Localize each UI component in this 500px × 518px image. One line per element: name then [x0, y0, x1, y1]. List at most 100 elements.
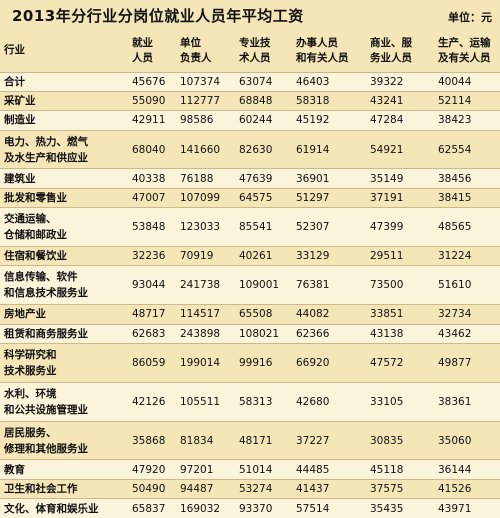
wage-value-cell: 40044: [438, 75, 472, 88]
industry-name-line: 文化、体育和娱乐业: [4, 502, 99, 515]
wage-value-cell: 44082: [296, 308, 330, 321]
wage-value-cell: 199014: [180, 356, 221, 369]
wage-value-cell: 50490: [132, 482, 166, 495]
wage-value-cell: 76188: [180, 172, 214, 185]
column-header-line: 负责人: [180, 51, 212, 64]
wage-value-cell: 37191: [370, 192, 404, 205]
wage-value-cell: 94487: [180, 482, 214, 495]
wage-value-cell: 38415: [438, 192, 472, 205]
table-row: 信息传输、软件 和信息技术服务业 93044 241738 109001 76381 735…: [0, 265, 500, 305]
column-header-line: 人员: [132, 51, 153, 64]
wage-value-cell: 109001: [239, 279, 280, 292]
wage-value-cell: 42911: [132, 114, 166, 127]
wage-value-cell: 62554: [438, 143, 472, 156]
wage-value-cell: 40338: [132, 172, 166, 185]
wage-value-cell: 31224: [438, 250, 472, 263]
wage-value-cell: 32734: [438, 308, 472, 321]
column-header-line: 生产、运输: [438, 36, 491, 49]
industry-name: 采矿业: [0, 91, 128, 110]
wage-value-cell: 68040: [132, 143, 166, 156]
wage-value-cell: 37227: [296, 434, 330, 447]
wage-value-cell: 42680: [296, 395, 330, 408]
wage-value-cell: 33129: [296, 250, 330, 263]
wage-value-cell: 37575: [370, 482, 404, 495]
column-header-line: 务业人员: [370, 51, 412, 64]
wage-value-cell: 169032: [180, 502, 221, 515]
wage-table-page: 2013年分行业分岗位就业人员年平均工资 单位：元 行业 就业 人员 单位 负责人 …: [0, 7, 500, 518]
industry-name-line: 住宿和餐饮业: [4, 250, 67, 263]
table-row: 教育 47920 97201 51014 44485 45118 36144: [0, 459, 500, 480]
wage-value-cell: 123033: [180, 221, 221, 234]
table-row: 卫生和社会工作 50490 94487 53274 41437 37575 41526: [0, 479, 500, 499]
table-row: 建筑业 40338 76188 47639 36901 35149 38456: [0, 168, 500, 189]
wage-value-cell: 81834: [180, 434, 214, 447]
wage-value-cell: 97201: [180, 463, 214, 476]
page-title: 2013年分行业分岗位就业人员年平均工资: [12, 7, 304, 25]
wage-value-cell: 52114: [438, 95, 472, 108]
table-row: 科学研究和 技术服务业 86059 199014 99916 66920 47572 4987…: [0, 343, 500, 383]
wage-value-cell: 108021: [239, 327, 280, 340]
column-header: 办事人员 和有关人员: [292, 30, 366, 72]
industry-name: 合计: [0, 72, 128, 91]
wage-value-cell: 35868: [132, 434, 166, 447]
wage-value-cell: 35060: [438, 434, 472, 447]
wage-value-cell: 42126: [132, 395, 166, 408]
table-body: 合计 45676 107374 63074 46403 39322 40044 采矿业 5509…: [0, 72, 500, 518]
wage-value-cell: 35149: [370, 172, 404, 185]
industry-name: 住宿和餐饮业: [0, 247, 128, 266]
wage-value-cell: 33105: [370, 395, 404, 408]
industry-name-line: 交通运输、: [4, 213, 57, 226]
wage-value-cell: 112777: [180, 95, 221, 108]
column-header-line: 办事人员: [296, 36, 338, 49]
wage-value-cell: 30835: [370, 434, 404, 447]
column-header-line: 商业、服: [370, 36, 412, 49]
wage-value-cell: 32236: [132, 250, 166, 263]
wage-value-cell: 49877: [438, 356, 472, 369]
wage-value-cell: 73500: [370, 279, 404, 292]
wage-value-cell: 55090: [132, 95, 166, 108]
wage-value-cell: 64575: [239, 192, 273, 205]
wage-value-cell: 45192: [296, 114, 330, 127]
industry-name-line: 房地产业: [4, 308, 46, 321]
wage-value-cell: 45676: [132, 75, 166, 88]
wage-value-cell: 40261: [239, 250, 273, 263]
table-row: 房地产业 48717 114517 65508 44082 33851 32734: [0, 304, 500, 325]
wage-value-cell: 38361: [438, 395, 472, 408]
wage-value-cell: 57514: [296, 502, 330, 515]
column-header: 生产、运输 及有关人员: [434, 30, 500, 72]
industry-name-line: 修理和其他服务业: [4, 442, 88, 455]
industry-name: 教育: [0, 460, 128, 479]
wage-value-cell: 48565: [438, 221, 472, 234]
industry-name: 水利、环境 和公共设施管理业: [0, 382, 128, 421]
wage-value-cell: 61914: [296, 143, 330, 156]
unit-label: 单位：元: [448, 11, 492, 24]
wage-value-cell: 99916: [239, 356, 273, 369]
industry-name-line: 批发和零售业: [4, 192, 67, 205]
table-row: 电力、热力、燃气 及水生产和供应业 68040 141660 82630 61914 549…: [0, 130, 500, 169]
table-row: 批发和零售业 47007 107099 64575 51297 37191 38415: [0, 188, 500, 208]
industry-name-line: 和信息技术服务业: [4, 287, 88, 300]
wage-value-cell: 107099: [180, 192, 221, 205]
industry-name-line: 科学研究和: [4, 348, 57, 361]
wage-value-cell: 93370: [239, 502, 273, 515]
industry-name-line: 信息传输、软件: [4, 271, 78, 284]
wage-value-cell: 51297: [296, 192, 330, 205]
wage-value-cell: 47399: [370, 221, 404, 234]
wage-value-cell: 62366: [296, 327, 330, 340]
wage-value-cell: 48171: [239, 434, 273, 447]
wage-value-cell: 43138: [370, 327, 404, 340]
wage-value-cell: 82630: [239, 143, 273, 156]
column-header-line: 单位: [180, 36, 201, 49]
column-header: 单位 负责人: [176, 30, 235, 72]
wage-value-cell: 46403: [296, 75, 330, 88]
wage-value-cell: 85541: [239, 221, 273, 234]
table-row: 合计 45676 107374 63074 46403 39322 40044: [0, 72, 500, 92]
wage-value-cell: 98586: [180, 114, 214, 127]
column-header-line: 就业: [132, 36, 153, 49]
wage-value-cell: 241738: [180, 279, 221, 292]
industry-name-line: 教育: [4, 463, 25, 476]
wage-value-cell: 44485: [296, 463, 330, 476]
wage-value-cell: 53274: [239, 482, 273, 495]
wage-value-cell: 38423: [438, 114, 472, 127]
wage-value-cell: 76381: [296, 279, 330, 292]
